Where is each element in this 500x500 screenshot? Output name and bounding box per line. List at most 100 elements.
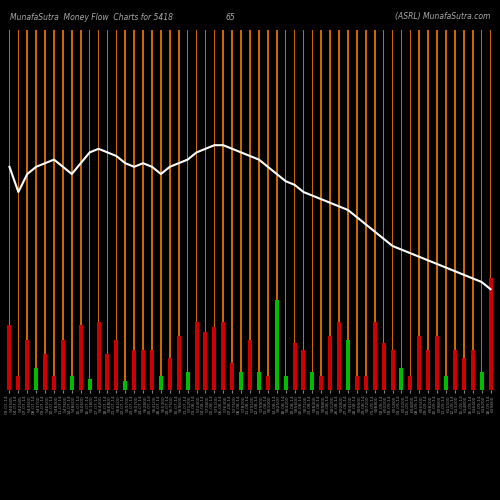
Bar <box>338 30 340 390</box>
Bar <box>320 30 322 390</box>
Bar <box>435 336 439 390</box>
Bar <box>382 343 386 390</box>
Bar <box>142 30 144 390</box>
Bar <box>196 30 198 390</box>
Bar <box>204 332 208 390</box>
Bar <box>8 30 10 390</box>
Bar <box>18 30 19 390</box>
Bar <box>463 30 464 390</box>
Bar <box>134 30 135 390</box>
Bar <box>53 30 55 390</box>
Bar <box>480 372 484 390</box>
Bar <box>292 343 296 390</box>
Bar <box>222 30 224 390</box>
Bar <box>426 350 430 390</box>
Bar <box>365 30 366 390</box>
Bar <box>212 327 216 390</box>
Bar <box>462 358 466 390</box>
Bar <box>78 325 82 390</box>
Bar <box>116 30 117 390</box>
Bar <box>400 368 404 390</box>
Bar <box>310 372 314 390</box>
Bar <box>276 30 278 390</box>
Bar <box>70 376 74 390</box>
Bar <box>159 376 163 390</box>
Bar <box>214 30 215 390</box>
Bar <box>356 30 358 390</box>
Bar <box>52 376 56 390</box>
Bar <box>44 30 46 390</box>
Bar <box>168 358 172 390</box>
Bar <box>106 354 110 390</box>
Bar <box>266 376 270 390</box>
Bar <box>390 350 394 390</box>
Bar <box>481 30 482 390</box>
Bar <box>337 322 341 390</box>
Bar <box>400 30 402 390</box>
Bar <box>284 376 288 390</box>
Bar <box>43 354 47 390</box>
Bar <box>150 350 154 390</box>
Bar <box>232 30 233 390</box>
Bar <box>346 340 350 390</box>
Bar <box>453 350 457 390</box>
Bar <box>428 30 429 390</box>
Bar <box>257 372 261 390</box>
Bar <box>178 30 180 390</box>
Bar <box>124 30 126 390</box>
Bar <box>328 336 332 390</box>
Bar <box>194 322 198 390</box>
Bar <box>302 30 304 390</box>
Bar <box>169 30 170 390</box>
Bar <box>267 30 268 390</box>
Bar <box>490 30 492 390</box>
Bar <box>132 350 136 390</box>
Bar <box>392 30 394 390</box>
Bar <box>176 336 180 390</box>
Bar <box>410 30 411 390</box>
Bar <box>36 30 37 390</box>
Bar <box>285 30 286 390</box>
Bar <box>26 30 28 390</box>
Bar <box>445 30 447 390</box>
Bar <box>436 30 438 390</box>
Bar <box>470 350 474 390</box>
Bar <box>239 372 243 390</box>
Bar <box>320 376 324 390</box>
Bar <box>160 30 162 390</box>
Bar <box>418 336 422 390</box>
Bar <box>418 30 420 390</box>
Bar <box>330 30 331 390</box>
Text: 65: 65 <box>225 12 235 22</box>
Bar <box>80 30 82 390</box>
Bar <box>141 350 145 390</box>
Bar <box>249 30 251 390</box>
Text: (ASRL) MunafaSutra.com: (ASRL) MunafaSutra.com <box>394 12 490 22</box>
Bar <box>26 340 30 390</box>
Bar <box>114 340 118 390</box>
Bar <box>444 376 448 390</box>
Bar <box>98 30 100 390</box>
Bar <box>258 30 260 390</box>
Bar <box>151 30 153 390</box>
Bar <box>355 376 359 390</box>
Bar <box>454 30 456 390</box>
Bar <box>16 376 20 390</box>
Bar <box>312 30 313 390</box>
Bar <box>274 300 278 390</box>
Bar <box>240 30 242 390</box>
Bar <box>61 340 65 390</box>
Bar <box>62 30 64 390</box>
Bar <box>71 30 72 390</box>
Bar <box>187 30 188 390</box>
Bar <box>248 340 252 390</box>
Bar <box>106 30 108 390</box>
Bar <box>186 372 190 390</box>
Bar <box>372 322 376 390</box>
Bar <box>230 363 234 390</box>
Bar <box>88 379 92 390</box>
Bar <box>364 376 368 390</box>
Bar <box>89 30 90 390</box>
Bar <box>302 350 306 390</box>
Bar <box>408 376 412 390</box>
